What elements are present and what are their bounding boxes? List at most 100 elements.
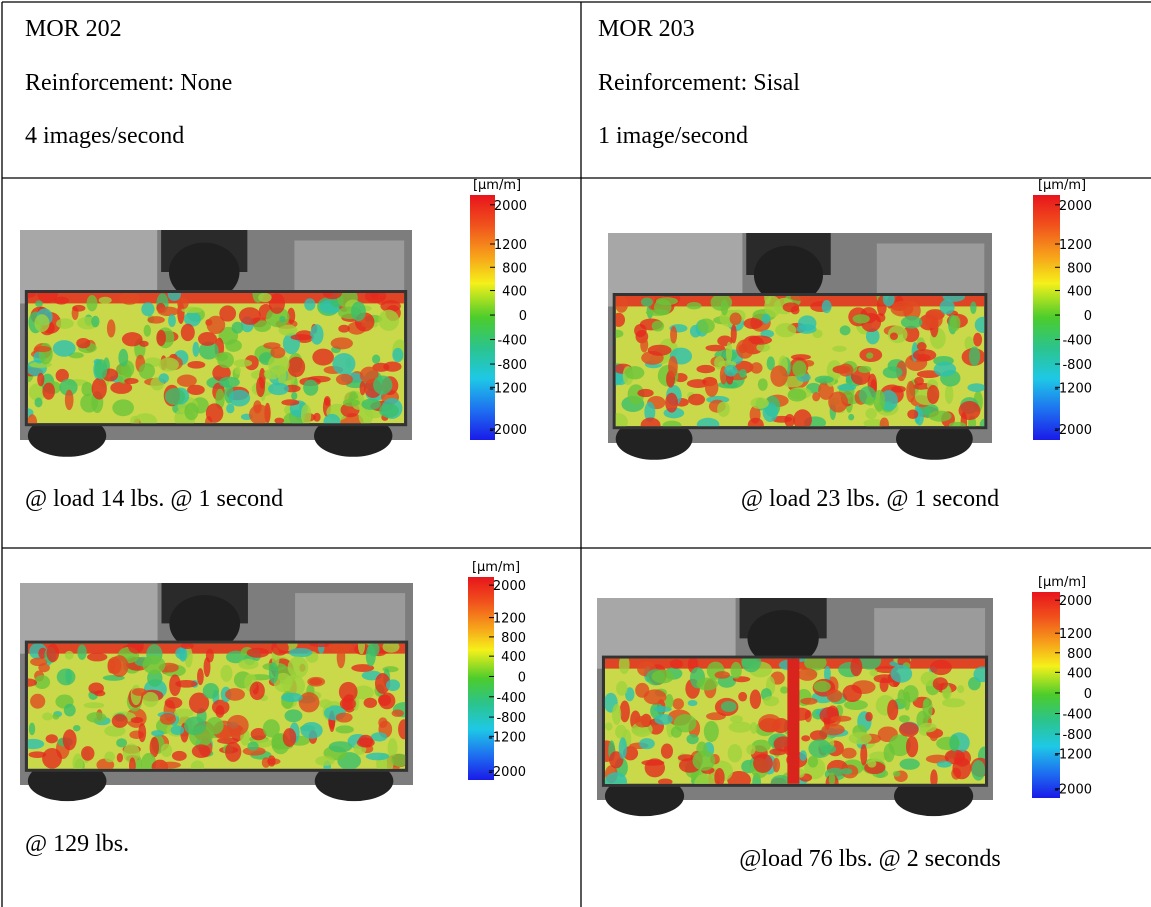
strain-blob bbox=[766, 356, 775, 371]
strain-blob bbox=[127, 643, 144, 654]
strain-blob bbox=[912, 349, 937, 362]
strain-blob bbox=[385, 679, 401, 692]
strain-blob bbox=[882, 366, 903, 379]
strain-blob bbox=[657, 778, 673, 784]
strain-blob bbox=[332, 353, 356, 375]
strain-blob bbox=[905, 735, 919, 758]
strain-blob bbox=[832, 345, 847, 352]
strain-blob bbox=[138, 723, 147, 743]
strain-blob bbox=[964, 336, 974, 351]
strain-blob bbox=[391, 753, 406, 767]
strain-blob bbox=[717, 401, 730, 417]
colorbar bbox=[1032, 592, 1060, 798]
strain-blob bbox=[710, 296, 733, 311]
strain-blob bbox=[168, 314, 176, 328]
strain-blob bbox=[770, 365, 788, 387]
strain-blob bbox=[867, 759, 877, 768]
strain-blob bbox=[225, 741, 242, 762]
strain-blob bbox=[944, 383, 954, 404]
strain-blob bbox=[249, 681, 265, 701]
loading-head bbox=[169, 595, 241, 652]
strain-blob bbox=[619, 700, 630, 723]
colorbar-label: 800 bbox=[502, 261, 527, 276]
strain-blob bbox=[328, 643, 352, 653]
colorbar-label: 2000 bbox=[493, 579, 526, 594]
strain-blob bbox=[309, 643, 333, 648]
strain-blob bbox=[730, 715, 743, 724]
strain-blob bbox=[164, 697, 183, 709]
strain-blob bbox=[970, 301, 977, 314]
strain-blob bbox=[873, 389, 886, 412]
strain-blob bbox=[291, 392, 298, 400]
colorbar-label: 1200 bbox=[1059, 238, 1092, 253]
strain-blob bbox=[171, 750, 187, 761]
dic-image bbox=[20, 583, 413, 802]
strain-blob bbox=[697, 318, 715, 334]
strain-blob bbox=[604, 722, 613, 731]
strain-blob bbox=[30, 693, 46, 709]
strain-blob bbox=[848, 732, 872, 745]
strain-blob bbox=[624, 366, 645, 380]
strain-blob bbox=[76, 337, 91, 349]
strain-blob bbox=[28, 383, 46, 402]
strain-blob bbox=[164, 388, 186, 406]
strain-blob bbox=[906, 380, 916, 403]
strain-blob bbox=[939, 299, 955, 315]
strain-blob bbox=[88, 682, 104, 695]
frame-rate: 1 image/second bbox=[598, 123, 748, 149]
colorbar-label: -2000 bbox=[1054, 423, 1092, 438]
strain-blob bbox=[342, 398, 360, 407]
strain-blob bbox=[353, 685, 374, 700]
strain-blob bbox=[225, 339, 242, 352]
strain-blob bbox=[27, 738, 45, 750]
strain-blob bbox=[763, 696, 780, 707]
strain-blob bbox=[641, 759, 665, 766]
strain-blob bbox=[323, 413, 341, 424]
strain-blob bbox=[287, 656, 309, 679]
strain-blob bbox=[821, 299, 832, 314]
strain-blob bbox=[764, 296, 772, 305]
loading-head bbox=[753, 245, 824, 305]
strain-blob bbox=[865, 711, 873, 722]
strain-blob bbox=[643, 689, 667, 705]
strain-blob bbox=[728, 721, 752, 733]
colorbar-unit: [µm/m] bbox=[1038, 575, 1086, 590]
strain-blob bbox=[288, 647, 313, 658]
strain-blob bbox=[741, 658, 762, 673]
strain-blob bbox=[263, 368, 281, 380]
strain-blob bbox=[273, 672, 293, 693]
strain-blob bbox=[942, 698, 966, 708]
strain-blob bbox=[634, 715, 650, 728]
dic-image bbox=[20, 230, 412, 457]
strain-blob bbox=[840, 768, 853, 775]
strain-blob bbox=[112, 399, 134, 417]
strain-blob bbox=[358, 406, 373, 424]
strain-blob bbox=[672, 698, 684, 710]
strain-blob bbox=[225, 688, 245, 701]
strain-blob bbox=[624, 687, 635, 702]
colorbar-label: -800 bbox=[497, 358, 527, 373]
strain-blob bbox=[81, 381, 94, 397]
strain-blob bbox=[173, 708, 194, 718]
strain-blob bbox=[750, 362, 763, 374]
strain-blob bbox=[91, 315, 100, 328]
strain-blob bbox=[46, 643, 60, 663]
strain-blob bbox=[56, 668, 76, 686]
strain-blob bbox=[184, 716, 206, 736]
strain-blob bbox=[604, 772, 628, 784]
strain-blob bbox=[234, 366, 241, 375]
strain-blob bbox=[907, 409, 919, 419]
strain-blob bbox=[860, 743, 868, 766]
strain-blob bbox=[705, 344, 726, 352]
strain-blob bbox=[34, 675, 51, 690]
strain-blob bbox=[387, 738, 398, 757]
strain-blob bbox=[361, 398, 381, 410]
colorbar-label: 2000 bbox=[1059, 594, 1092, 609]
strain-blob bbox=[967, 383, 985, 392]
strain-blob bbox=[660, 743, 674, 759]
strain-blob bbox=[799, 750, 807, 762]
strain-blob bbox=[800, 697, 818, 705]
strain-blob bbox=[142, 655, 166, 675]
strain-blob bbox=[188, 692, 210, 714]
